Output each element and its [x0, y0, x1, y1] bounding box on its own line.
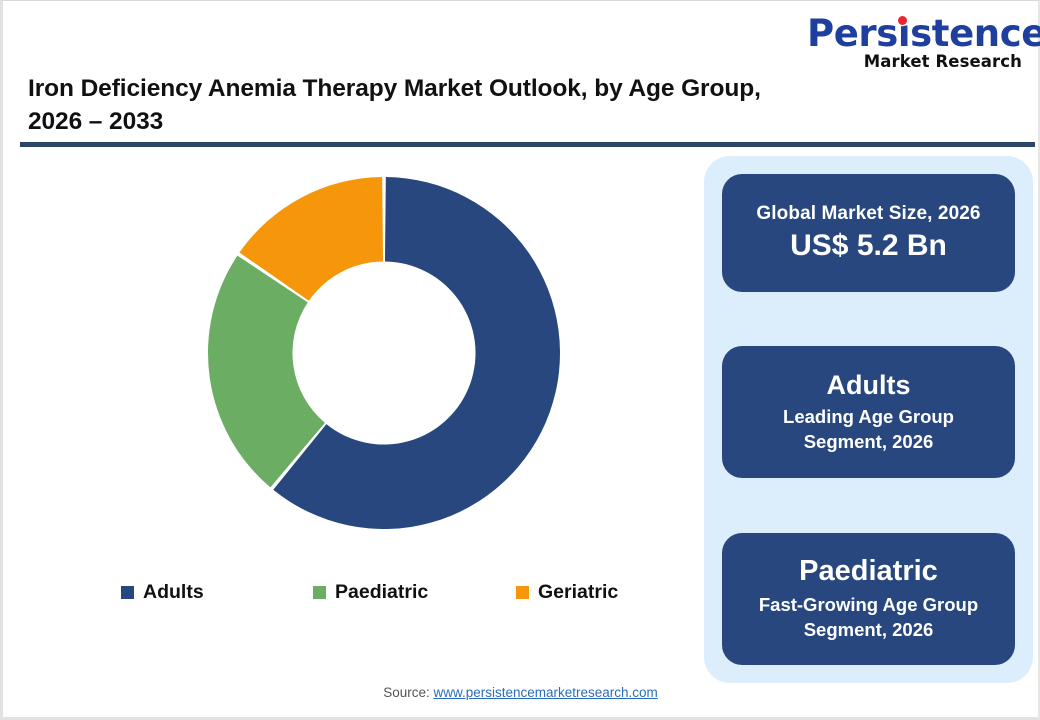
source-footer: Source: www.persistencemarketresearch.co…: [3, 685, 1038, 700]
donut-slice-geriatric: [239, 177, 384, 301]
header-divider: [20, 142, 1035, 147]
legend-label-paediatric: Paediatric: [335, 581, 429, 603]
card-leading-sub-line-1: Leading Age Group: [783, 405, 954, 427]
donut-chart-svg: [207, 177, 561, 529]
card-leading-segment: Adults Leading Age Group Segment, 2026: [722, 346, 1015, 478]
logo-brand-label: Persistence: [807, 12, 1040, 55]
logo-tagline: Market Research: [863, 52, 1022, 71]
card-leading-heading: Adults: [826, 369, 911, 400]
page-title-line-2: 2026 – 2033: [28, 107, 164, 135]
donut-slice-adults: [273, 177, 561, 529]
company-logo: Persistence Market Research: [807, 15, 1040, 71]
card-fast-growing-sub-line-2: Segment, 2026: [803, 618, 934, 640]
card-fast-growing-heading: Paediatric: [799, 555, 938, 588]
chart-legend: Adults Paediatric Geriatric: [121, 581, 681, 604]
card-fast-growing-segment: Paediatric Fast-Growing Age Group Segmen…: [722, 533, 1015, 665]
legend-label-geriatric: Geriatric: [538, 581, 619, 603]
donut-chart: [194, 173, 574, 533]
legend-item-geriatric: Geriatric: [516, 581, 618, 604]
legend-square-icon: [121, 586, 134, 599]
legend-label-adults: Adults: [143, 581, 204, 603]
highlights-panel: Global Market Size, 2026 US$ 5.2 Bn Adul…: [704, 156, 1033, 683]
page-title: Iron Deficiency Anemia Therapy Market Ou…: [28, 73, 888, 139]
card-global-market-size: Global Market Size, 2026 US$ 5.2 Bn: [722, 174, 1015, 292]
page-title-line-1: Iron Deficiency Anemia Therapy Market Ou…: [28, 75, 761, 102]
source-link[interactable]: www.persistencemarketresearch.com: [433, 685, 658, 700]
donut-slice-paediatric: [207, 255, 325, 488]
legend-item-paediatric: Paediatric: [313, 581, 516, 604]
card-leading-sub-line-2: Segment, 2026: [803, 430, 934, 452]
legend-square-icon: [313, 586, 326, 599]
donut-slice-group: [207, 177, 561, 529]
chart-region: Adults Paediatric Geriatric: [13, 153, 693, 653]
card-market-size-value: US$ 5.2 Bn: [790, 229, 947, 263]
logo-brand-text: Persistence: [807, 15, 1040, 52]
card-market-size-caption: Global Market Size, 2026: [756, 202, 981, 224]
card-fast-growing-sub-line-1: Fast-Growing Age Group: [758, 593, 979, 615]
legend-square-icon: [516, 586, 529, 599]
legend-item-adults: Adults: [121, 581, 313, 604]
red-dot-icon: [898, 16, 907, 25]
source-prefix: Source:: [383, 685, 434, 700]
